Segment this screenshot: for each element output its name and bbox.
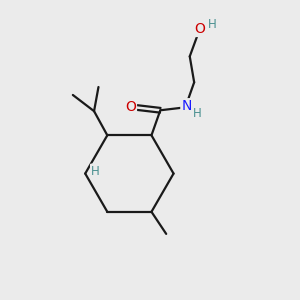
Text: H: H xyxy=(91,165,100,178)
Text: H: H xyxy=(208,17,216,31)
Text: O: O xyxy=(194,22,205,36)
Text: N: N xyxy=(182,100,192,113)
Text: H: H xyxy=(193,107,202,120)
Text: O: O xyxy=(125,100,136,114)
